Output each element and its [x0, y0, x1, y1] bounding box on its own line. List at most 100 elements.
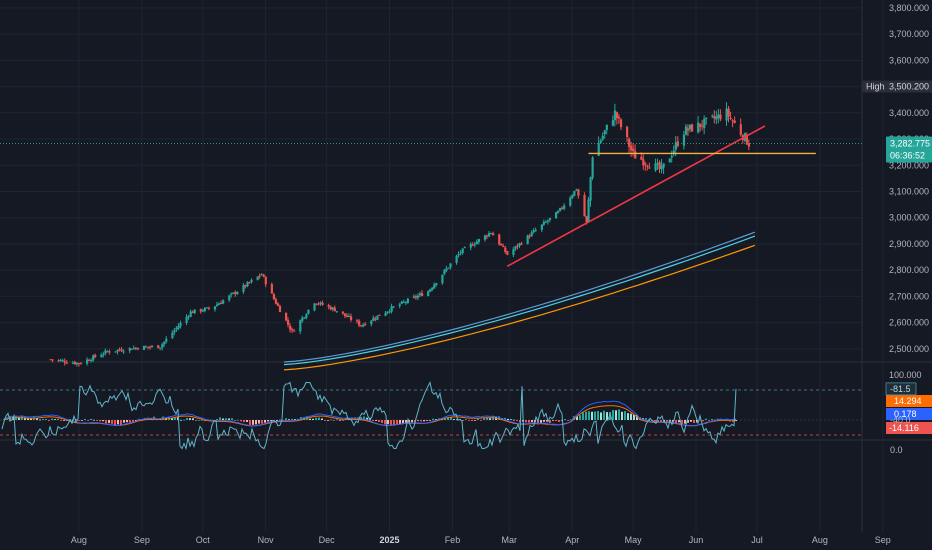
candle-body	[644, 163, 647, 165]
macd-histogram-bar	[585, 411, 587, 420]
macd-histogram-bar	[234, 420, 236, 421]
macd-histogram-bar	[597, 410, 599, 420]
macd-histogram-bar	[78, 420, 80, 421]
macd-histogram-bar	[531, 420, 533, 423]
candle-body	[130, 348, 133, 350]
last-price-badge	[886, 136, 932, 163]
candle-body	[455, 255, 458, 263]
candle-body	[179, 322, 182, 327]
candle-body	[577, 189, 580, 196]
time-axis-label: Sep	[134, 535, 150, 545]
candle-body	[502, 246, 505, 248]
macd-histogram-bar	[540, 420, 542, 423]
macd-histogram-bar	[264, 420, 266, 423]
candle-body	[364, 323, 367, 326]
candle-body	[561, 207, 564, 209]
candle-body	[447, 267, 450, 269]
candle-body	[739, 124, 742, 135]
candle-body	[63, 361, 66, 363]
macd-histogram-bar	[183, 419, 185, 421]
time-axis-label: Jul	[751, 535, 763, 545]
candle-body	[157, 345, 160, 349]
macd-histogram-bar	[498, 416, 500, 420]
macd-histogram-bar	[402, 420, 404, 425]
moving-average-line	[283, 235, 756, 366]
macd-histogram-bar	[147, 417, 149, 420]
candles[interactable]	[49, 102, 751, 367]
time-axis[interactable]: Aug Sep Oct Nov Dec 2025 Feb Mar Apr May Jun Jul Aug…	[71, 535, 891, 545]
macd-histogram-bar	[660, 420, 662, 423]
macd-histogram-bar	[270, 420, 272, 421]
candle-body	[151, 345, 154, 347]
high-badge	[862, 80, 932, 93]
candle-body	[201, 310, 204, 312]
macd-histogram-bar	[54, 419, 56, 420]
candle-body	[218, 303, 221, 305]
candle-body	[51, 359, 54, 361]
candle-body	[59, 360, 62, 362]
macd-histogram-bar	[444, 417, 446, 420]
macd-value-label: 0.178	[894, 409, 917, 419]
candle-body	[305, 314, 308, 318]
macd-histogram-bar	[510, 419, 512, 421]
candle-body	[546, 220, 550, 222]
moving-averages	[283, 231, 756, 371]
candle-body	[429, 289, 432, 292]
candle-body	[75, 362, 79, 365]
candle-body	[684, 126, 688, 135]
macd-histogram-bar	[75, 419, 77, 420]
drawings[interactable]	[0, 125, 862, 267]
macd-histogram-bar	[339, 419, 341, 421]
candle-body	[617, 116, 621, 119]
candle-body	[483, 235, 487, 240]
candle-body	[520, 243, 523, 245]
macd-histogram-bar	[570, 419, 572, 421]
candle-body	[634, 151, 637, 159]
candle-body	[701, 125, 704, 127]
macd-histogram-bar	[123, 420, 125, 423]
candle-body	[591, 157, 594, 178]
candle-body	[347, 316, 351, 318]
time-axis-label: Apr	[565, 535, 579, 545]
ascending-trendline[interactable]	[506, 125, 766, 267]
macd-histogram-bar	[627, 413, 629, 420]
candle-body	[611, 120, 615, 126]
price-tick-label: 2,700.000	[889, 291, 929, 301]
candle-body	[193, 309, 196, 314]
candle-body	[498, 234, 501, 245]
macd-histogram-bar	[195, 420, 197, 421]
macd-histogram-bar	[477, 418, 479, 420]
candle-body	[733, 120, 736, 124]
price-tick-label: 3,200.000	[889, 160, 929, 170]
candle-body	[228, 295, 231, 301]
candle-body	[317, 303, 320, 305]
macd-histogram-bar	[291, 418, 293, 420]
macd-value-label: -14.116	[889, 423, 919, 433]
macd-histogram-bar	[426, 420, 428, 421]
candle-body	[526, 235, 529, 245]
macd-histogram-bar	[375, 420, 377, 421]
candle-body	[187, 316, 190, 318]
macd-histogram-bar	[342, 420, 344, 421]
candle-body	[656, 163, 659, 165]
macd-histogram-bar	[24, 417, 26, 420]
macd-histogram-bar	[615, 410, 617, 420]
candle-body	[559, 207, 562, 211]
price-tick-label: 2,600.000	[889, 318, 929, 328]
macd-histogram-bar	[504, 417, 506, 420]
candle-body	[697, 122, 700, 133]
macd-histogram-bar	[237, 419, 239, 421]
candle-body	[189, 311, 192, 317]
macd-histogram-bar	[555, 420, 557, 422]
candle-body	[376, 315, 379, 320]
macd-histogram-bar	[594, 411, 596, 420]
candle-body	[319, 302, 322, 304]
candle-body	[729, 118, 732, 120]
candle-body	[398, 304, 401, 306]
macd-histogram-bar	[447, 417, 449, 420]
price-axis[interactable]: 3,800.0003,700.0003,600.0003,500.0003,40…	[862, 3, 932, 455]
candle-body	[94, 354, 97, 357]
candle-body	[532, 230, 535, 233]
